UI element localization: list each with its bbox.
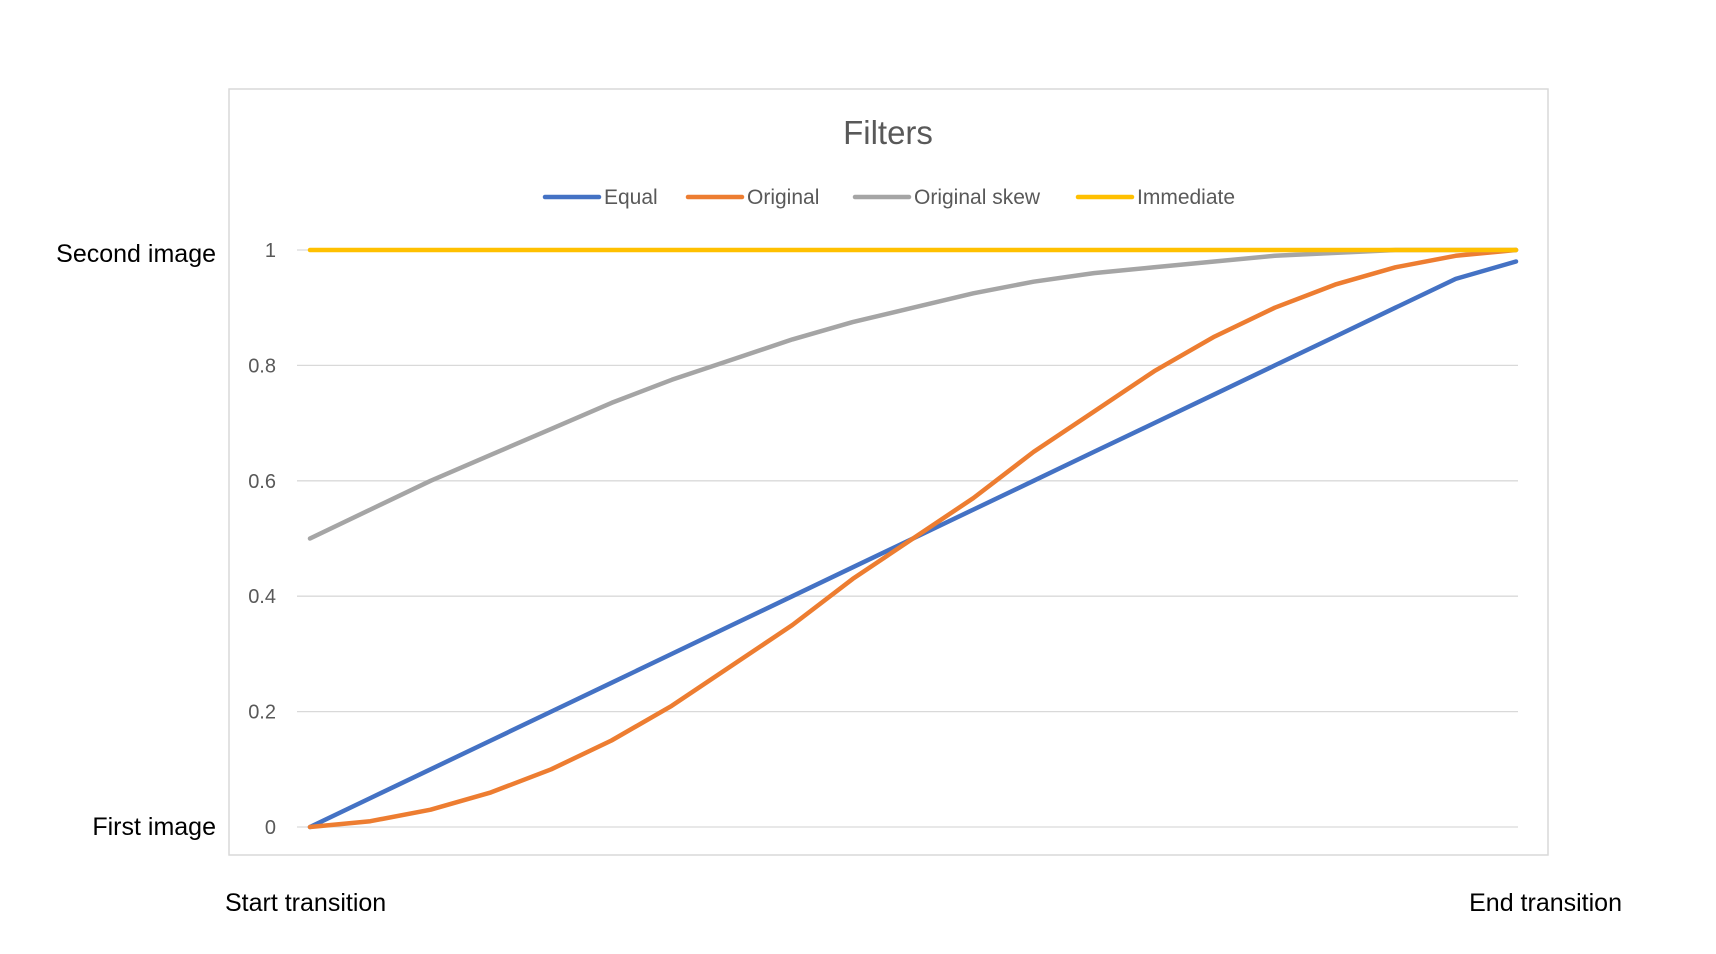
x-label-end-transition: End transition [1469, 889, 1622, 917]
y-label-second-image: Second image [56, 240, 216, 268]
y-tick-label: 0.8 [248, 355, 276, 377]
y-tick-labels: 0 0.2 0.4 0.6 0.8 1 [248, 240, 276, 839]
legend-label-immediate: Immediate [1137, 186, 1235, 209]
legend: Equal Original Original skew Immediate [542, 186, 1235, 209]
y-tick-label: 1 [265, 240, 276, 262]
y-label-first-image: First image [92, 813, 216, 841]
chart-title: Filters [843, 114, 933, 151]
series-line-original [307, 247, 1519, 830]
y-tick-label: 0.6 [248, 471, 276, 493]
series-line-original-skew [307, 247, 1519, 541]
chart-area-border [228, 88, 1549, 856]
legend-label-original-skew: Original skew [914, 186, 1041, 209]
y-tick-label: 0.4 [248, 586, 276, 608]
x-label-start-transition: Start transition [225, 889, 386, 917]
y-tick-label: 0 [265, 817, 276, 839]
series-lines [307, 247, 1519, 830]
legend-label-original: Original [747, 186, 819, 209]
y-tick-label: 0.2 [248, 702, 276, 724]
legend-label-equal: Equal [604, 186, 658, 209]
